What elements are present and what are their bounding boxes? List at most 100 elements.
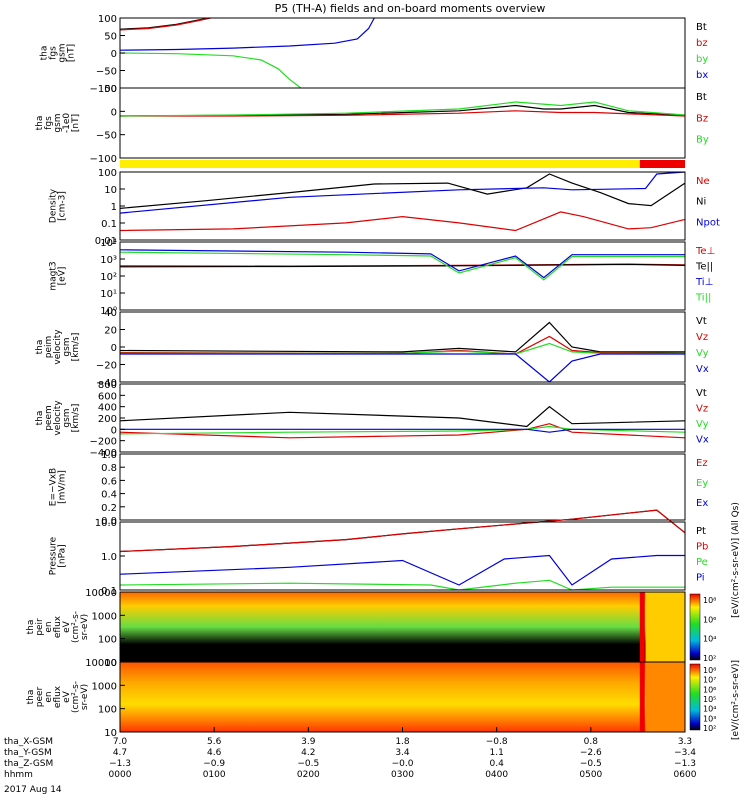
colorbar-tick-label: 10²	[703, 654, 716, 663]
legend-label: Ti⊥	[695, 277, 713, 288]
colorbar-tick-label: 10⁷	[703, 676, 716, 685]
y-axis-label: eflux	[53, 615, 63, 638]
x-tick-label: 0500	[579, 770, 602, 780]
colorbar-tick-label: 10⁶	[703, 685, 716, 694]
y-axis-label: tha	[26, 690, 36, 705]
legend-label: Vx	[696, 435, 709, 446]
legend-label: Vx	[696, 364, 709, 375]
y-tick-label: 0	[111, 107, 117, 118]
legend-label: Vt	[696, 388, 707, 399]
y-tick-label: 10000	[85, 588, 117, 599]
y-axis-label: fgs	[49, 46, 59, 60]
y-tick-label: 100	[98, 705, 117, 716]
legend-label: Ne	[696, 176, 710, 187]
legend-label: Ti||	[695, 293, 711, 304]
panel-fgs: Bt bz by bx 100 50 0 −50 −100 tha fgs gsm [nT]	[40, 14, 709, 95]
legend-label: Bz	[696, 113, 708, 124]
y-tick-label: 1.0	[101, 450, 117, 461]
legend-label: by	[696, 54, 708, 65]
legend-label: Vz	[696, 404, 708, 415]
x-tick-label: 0200	[297, 770, 320, 780]
y-tick-label: 100	[98, 635, 117, 646]
y-tick-label: 10.0	[95, 518, 117, 529]
spectrogram-image	[120, 592, 685, 662]
y-tick-label: 0	[111, 343, 117, 354]
colorbar	[689, 663, 701, 731]
y-axis-label: velocity	[53, 329, 63, 365]
panel-pressure: Pt Pb Pe Pi 10.0 1.0 0.1 Pressure [nPa]	[49, 509, 708, 597]
y-axis-label: peem	[44, 405, 54, 431]
legend-label: Vz	[696, 332, 708, 343]
y-axis-label: Pressure	[49, 536, 59, 575]
y-axis-label: [eV]	[58, 267, 68, 286]
legend-label: bx	[696, 70, 708, 81]
y-axis-label: peer	[35, 686, 45, 707]
colorbar-tick-label: 10⁸	[703, 596, 716, 605]
series-line-1	[119, 509, 686, 553]
panel-frame	[119, 453, 686, 521]
colorbar-label: [eV/(cm²-s-sr-eV)]	[731, 660, 741, 740]
series-line-0	[119, 211, 686, 232]
y-tick-label: 0.6	[101, 476, 117, 487]
y-axis-label: tha	[35, 340, 45, 355]
x-tick-label: 1.8	[395, 737, 410, 747]
y-tick-label: 100	[98, 168, 117, 179]
y-tick-label: 400	[98, 403, 117, 414]
y-tick-label: 0.2	[101, 503, 117, 514]
y-axis-label: [km/s]	[71, 404, 81, 433]
y-tick-label: −40	[96, 378, 117, 389]
y-axis-label: tha	[35, 116, 45, 131]
y-tick-label: 0.0	[101, 516, 117, 527]
legend-label: Bt	[696, 92, 707, 103]
y-tick-label: 800	[98, 380, 117, 391]
y-axis-label: [mV/m]	[58, 470, 68, 504]
y-axis-label: sr-eV)	[80, 614, 90, 640]
y-tick-label: 0.01	[95, 236, 117, 247]
y-tick-label: 0	[111, 425, 117, 436]
y-tick-label: 1000	[92, 681, 117, 692]
y-axis-label: gsm	[58, 43, 68, 62]
y-axis-label: en	[44, 621, 54, 632]
y-tick-label: 0.8	[101, 463, 117, 474]
y-axis-label: peim	[44, 336, 54, 359]
x-tick-label: −1.3	[674, 759, 696, 769]
x-tick-label: −0.0	[392, 759, 414, 769]
y-axis-label: gsm	[53, 113, 63, 132]
y-tick-label: 0.4	[101, 490, 117, 501]
y-axis-label: [nT]	[67, 44, 77, 62]
y-tick-label: 10⁰	[100, 306, 117, 317]
x-tick-label: −0.5	[297, 759, 319, 769]
series-line-2	[119, 52, 302, 89]
legend-label: Pb	[696, 542, 708, 553]
x-tick-label: 0600	[674, 770, 697, 780]
y-tick-label: 10000	[85, 658, 117, 669]
y-tick-label: 0.1	[101, 586, 117, 597]
x-tick-label: −1.3	[109, 759, 131, 769]
y-tick-label: −50	[96, 131, 117, 142]
y-axis-label: (cm²-s-	[71, 681, 81, 713]
y-tick-label: −400	[90, 448, 117, 459]
y-axis-label: gsm	[62, 337, 72, 356]
series-line-0	[119, 321, 685, 353]
spectrogram-image	[120, 662, 685, 732]
y-tick-label: 1.0	[101, 552, 117, 563]
y-tick-label: 1000	[92, 611, 117, 622]
legend-label: By	[696, 135, 709, 146]
y-axis-label: Density	[49, 188, 59, 223]
series-line-1	[120, 110, 686, 117]
legend-label: Ex	[696, 498, 708, 509]
x-tick-label: −0.9	[203, 759, 225, 769]
legend-label: Pe	[696, 557, 708, 568]
y-tick-label: 10²	[100, 272, 117, 283]
colorbar	[689, 593, 701, 661]
series-line-2	[119, 101, 686, 117]
series-line-3	[119, 251, 685, 281]
series-line-3	[120, 428, 685, 433]
y-tick-label: 10	[104, 658, 117, 669]
y-axis-label: -1e0	[62, 113, 72, 134]
y-axis-label: peir	[35, 618, 45, 636]
x-row-label: tha_Z-GSM	[4, 759, 53, 769]
series-line-2	[120, 342, 685, 355]
legend-label: Te||	[695, 262, 713, 273]
